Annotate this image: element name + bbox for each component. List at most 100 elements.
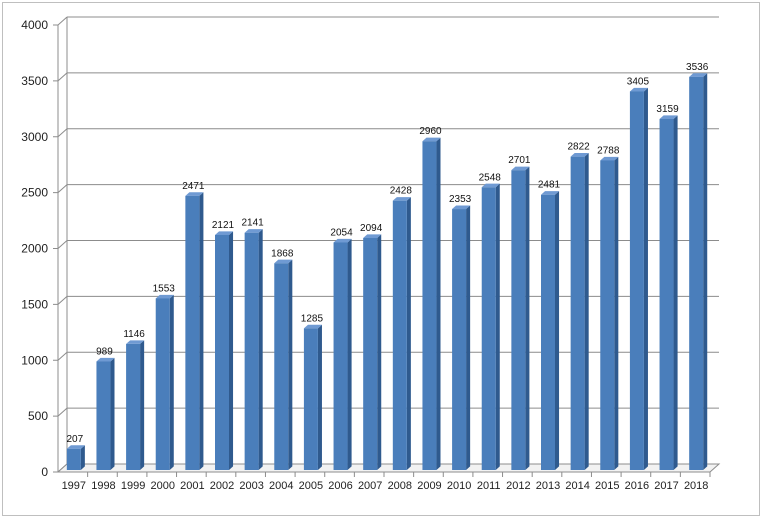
- x-tick-label: 2005: [299, 480, 323, 492]
- bar-top-face: [333, 238, 352, 243]
- x-tick-label: 1998: [91, 480, 115, 492]
- x-tick-label: 2004: [269, 480, 293, 492]
- data-label: 2121: [212, 220, 235, 231]
- data-label: 2471: [182, 181, 205, 192]
- bar: [511, 170, 526, 470]
- data-label: 1868: [271, 248, 294, 259]
- bar-top-face: [392, 197, 411, 201]
- bar-side-face: [258, 229, 263, 470]
- bar-side-face: [229, 231, 234, 470]
- bar-top-face: [303, 324, 322, 329]
- gridline-depth: [57, 72, 68, 82]
- bar-top-face: [659, 115, 678, 119]
- bar-side-face: [525, 166, 530, 471]
- bar: [363, 237, 378, 470]
- bar-side-face: [110, 357, 115, 470]
- gridline-depth: [57, 296, 68, 305]
- bar: [481, 187, 496, 471]
- data-label: 2353: [449, 194, 472, 205]
- data-label: 3405: [627, 76, 650, 87]
- gridline-depth: [57, 351, 68, 361]
- bar-top-face: [629, 87, 648, 92]
- x-tick-label: 1997: [62, 480, 86, 492]
- bar-top-face: [185, 192, 204, 196]
- bar-side-face: [614, 156, 619, 470]
- y-tick-label: 1500: [21, 297, 48, 311]
- bar: [274, 263, 289, 470]
- bar: [659, 118, 674, 470]
- bar-top-face: [244, 229, 263, 233]
- bar-side-face: [703, 73, 708, 470]
- bar-top-face: [600, 156, 619, 161]
- bar-side-face: [169, 294, 174, 470]
- bar-top-face: [215, 231, 234, 235]
- bar-top-face: [570, 153, 589, 157]
- bar-side-face: [377, 234, 382, 470]
- bar: [244, 232, 259, 470]
- bar-top-face: [452, 205, 471, 210]
- bar-top-face: [155, 294, 174, 299]
- data-label: 1553: [153, 283, 176, 294]
- bar: [689, 76, 704, 471]
- bar-side-face: [140, 340, 145, 470]
- bar: [600, 160, 615, 471]
- bar-side-face: [406, 197, 411, 471]
- bar-top-face: [126, 340, 145, 344]
- bar-side-face: [317, 324, 322, 470]
- y-tick-label: 3000: [21, 130, 48, 144]
- bar-side-face: [466, 205, 471, 470]
- bar: [333, 242, 348, 470]
- y-tick-label: 0: [41, 465, 48, 479]
- bar-top-face: [363, 234, 382, 238]
- data-label: 2960: [419, 126, 442, 137]
- x-tick-label: 2010: [447, 480, 471, 492]
- bar-top-face: [274, 259, 293, 264]
- x-tick-label: 2002: [210, 480, 234, 492]
- bar-top-face: [66, 445, 85, 449]
- bar-side-face: [199, 192, 204, 470]
- bar: [155, 298, 170, 470]
- data-label: 2141: [242, 218, 265, 229]
- y-tick-label: 2000: [21, 242, 48, 256]
- x-tick-label: 2007: [358, 480, 382, 492]
- bar-side-face: [288, 259, 293, 470]
- bar: [303, 328, 318, 470]
- bar-side-face: [584, 153, 589, 470]
- bar: [96, 361, 111, 470]
- bar: [392, 200, 407, 470]
- data-label: 3536: [686, 62, 709, 73]
- x-tick-label: 2006: [328, 480, 352, 492]
- x-tick-label: 2017: [654, 480, 678, 492]
- data-label: 2788: [597, 145, 620, 156]
- bar: [126, 343, 141, 470]
- bar-side-face: [495, 183, 500, 470]
- x-tick-label: 2014: [565, 480, 589, 492]
- data-label: 2481: [538, 180, 561, 191]
- data-label: 2701: [508, 155, 531, 166]
- bar: [541, 194, 555, 471]
- x-tick-label: 2015: [595, 480, 619, 492]
- data-label: 2822: [568, 142, 591, 153]
- gridline-depth: [57, 240, 68, 249]
- bar-top-face: [481, 183, 500, 188]
- bar: [422, 141, 437, 470]
- gridline-depth: [57, 16, 68, 26]
- data-label: 989: [96, 346, 113, 357]
- data-label: 1285: [301, 313, 324, 324]
- data-label: 3159: [656, 104, 679, 115]
- bar-side-face: [80, 445, 85, 470]
- bar: [629, 91, 644, 471]
- x-tick-label: 2018: [684, 480, 708, 492]
- bar-side-face: [555, 191, 560, 470]
- bar-side-face: [673, 115, 678, 471]
- gridline-depth: [57, 184, 68, 193]
- data-label: 2428: [390, 186, 413, 197]
- x-tick-label: 2011: [477, 480, 501, 492]
- gridline-depth: [57, 128, 68, 138]
- bar-top-face: [96, 357, 115, 362]
- bar-side-face: [436, 137, 441, 470]
- data-label: 2094: [360, 223, 383, 234]
- bar: [185, 195, 200, 470]
- data-label: 1146: [123, 329, 145, 340]
